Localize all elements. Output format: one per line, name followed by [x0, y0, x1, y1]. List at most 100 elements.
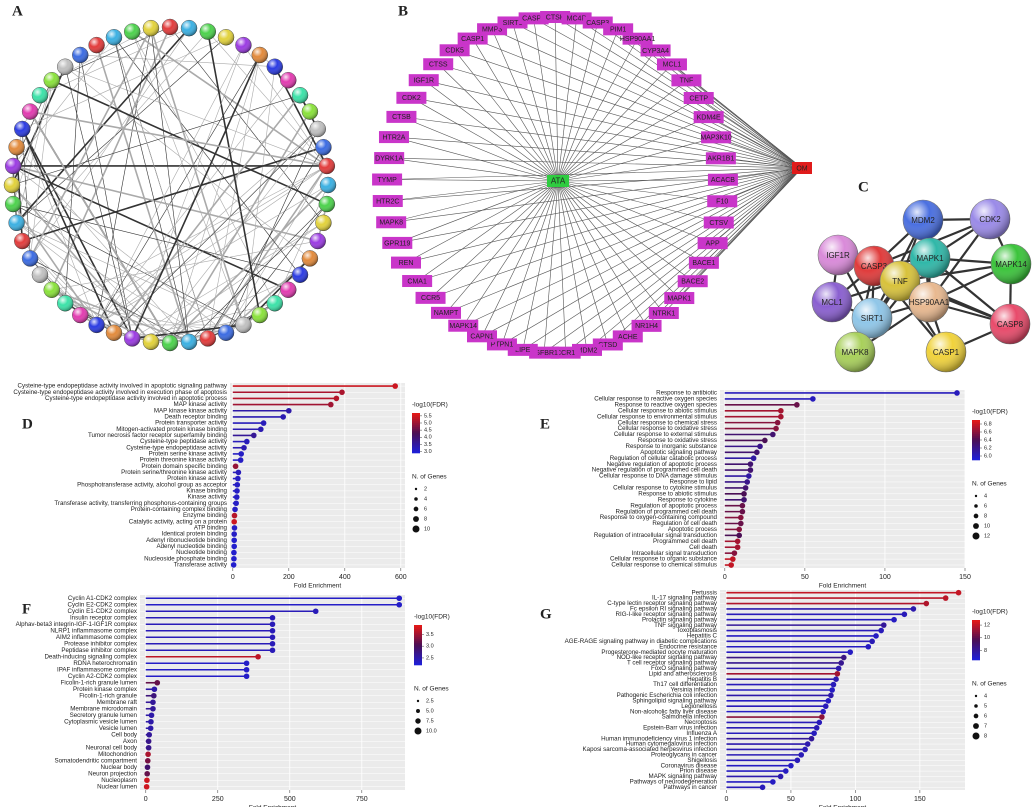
colorbar-tick-label: 10: [984, 635, 990, 641]
colorbar-cell: [972, 658, 980, 661]
category-label: Nucleoplasm: [101, 777, 137, 784]
panel-letter: E: [540, 416, 550, 432]
colorbar-tick-label: 4.0: [424, 435, 432, 441]
colorbar-tick-label: 6.2: [984, 445, 992, 451]
lollipop-head: [231, 531, 237, 537]
lollipop-head: [230, 562, 237, 568]
edge: [387, 179, 559, 182]
category-label: Catalytic activity, acting on a protein: [129, 518, 228, 525]
size-legend-dot: [973, 713, 979, 719]
node-box: [376, 216, 407, 229]
category-label: Pathways of neurodegeneration: [630, 779, 718, 786]
chart: D 0 200 400 600 Fold Enrichment Cysteine-type …: [13, 383, 447, 590]
edge: [557, 80, 687, 182]
lollipop-head: [802, 746, 808, 753]
edge: [225, 203, 328, 333]
size-legend-label: 10.0: [426, 728, 437, 734]
panel-letter: C: [858, 179, 869, 195]
edge: [188, 203, 328, 343]
category-label: Response to reactive oxygen species: [615, 401, 718, 408]
size-legend-label: 8: [424, 516, 427, 522]
size-legend-label: 2: [424, 486, 427, 492]
colorbar-cell: [972, 446, 980, 449]
lollipop-head: [798, 752, 805, 758]
category-label: Protease inhibitor complex: [64, 640, 138, 647]
category-label: RIG-I-like receptor signaling pathway: [616, 611, 718, 618]
node-box: [701, 131, 732, 144]
node-shine: [235, 37, 252, 54]
category-label: Transferase activity: [174, 562, 228, 569]
lollipop-head: [269, 640, 276, 647]
lollipop-head: [910, 606, 917, 612]
category-label: Nucleotide binding: [176, 549, 227, 556]
edge: [207, 147, 324, 339]
size-legend-dot: [974, 504, 978, 508]
lollipop-head: [750, 455, 757, 462]
category-label: Response to lipid: [670, 479, 718, 486]
legend-title: N. of Genes: [972, 681, 1007, 688]
node-label: MC4R: [567, 16, 587, 23]
node-label: CTSD: [598, 342, 617, 349]
colorbar-cell: [414, 661, 422, 664]
node-shine: [280, 72, 297, 89]
lollipop-head: [235, 475, 241, 482]
node-shine: [910, 238, 950, 278]
colorbar-cell: [972, 436, 980, 439]
edge: [698, 97, 803, 169]
edge: [12, 203, 98, 326]
colorbar-cell: [412, 429, 420, 432]
node-shine: [301, 250, 318, 267]
category-label: Protein domain specific binding: [141, 463, 227, 470]
edge: [11, 184, 171, 344]
edge: [389, 157, 559, 182]
node-shine: [818, 235, 858, 275]
node-shine: [309, 120, 326, 137]
size-legend-dot: [413, 506, 419, 512]
colorbar-cell: [972, 458, 980, 461]
node-box: [707, 195, 738, 208]
edge: [150, 274, 301, 343]
node-shine: [72, 307, 89, 324]
lollipop-head: [260, 420, 267, 426]
category-label: Enzyme binding: [183, 512, 228, 519]
node-label: TYMP: [377, 177, 397, 184]
colorbar-cell: [412, 423, 420, 426]
colorbar-cell: [972, 652, 980, 655]
size-legend-label: 2.5: [426, 698, 434, 704]
edge: [533, 18, 803, 169]
edge: [663, 167, 803, 314]
node-box: [656, 58, 687, 71]
category-label: Sphingolipid signaling pathway: [632, 697, 718, 704]
edge: [131, 30, 328, 167]
plot-background: [230, 383, 405, 568]
edge: [501, 180, 559, 345]
category-label: Human cytomegalovirus infection: [626, 741, 718, 748]
edge: [607, 167, 803, 345]
node-shine: [315, 214, 332, 231]
node-label: TGFBR1: [530, 350, 558, 357]
edge: [445, 167, 803, 314]
colorbar-cell: [972, 422, 980, 425]
edge: [150, 128, 318, 343]
node-shine: [43, 281, 60, 298]
lollipop-head: [235, 469, 242, 476]
edge: [16, 146, 190, 343]
edge: [12, 165, 227, 333]
colorbar-cell: [414, 627, 422, 630]
lollipop-head: [744, 479, 751, 485]
colorbar-cell: [414, 663, 422, 666]
node-label: CASP3: [586, 20, 609, 27]
node-label: MDM2: [911, 216, 935, 225]
edge: [113, 94, 301, 334]
edge: [96, 184, 329, 326]
edge: [565, 167, 803, 353]
edge: [96, 128, 318, 326]
edge: [416, 180, 559, 282]
colorbar-cell: [414, 645, 422, 648]
category-label: Influenza A: [686, 730, 717, 737]
colorbar-cell: [972, 644, 980, 647]
colorbar-tick-label: 3.0: [426, 644, 434, 650]
node-shine: [315, 139, 332, 156]
category-label: Cellular response to external stimulus: [614, 431, 717, 438]
category-label: IL-17 signaling pathway: [652, 595, 718, 602]
